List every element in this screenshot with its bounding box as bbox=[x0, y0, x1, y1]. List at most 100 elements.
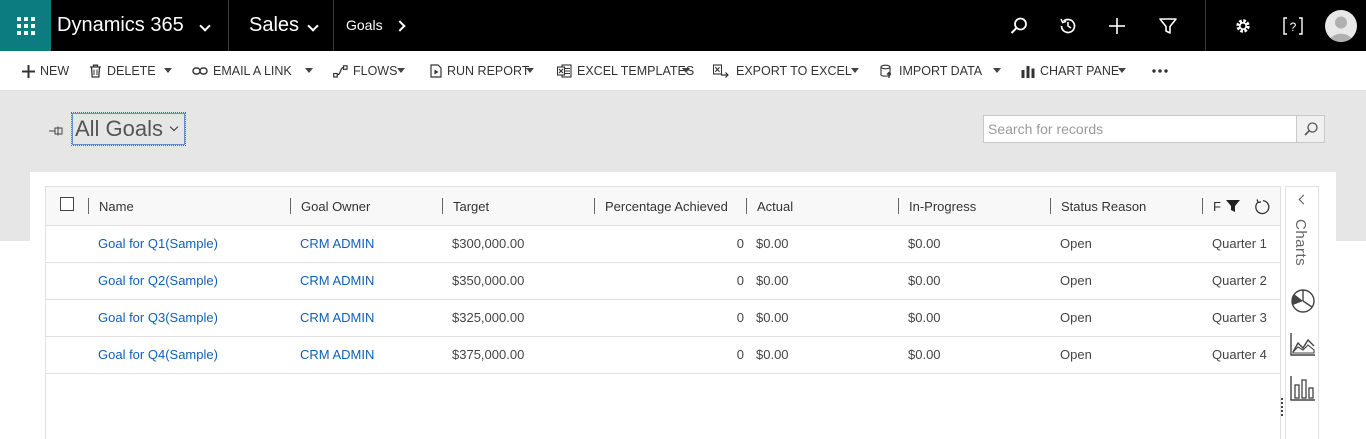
goal-owner-link[interactable]: CRM ADMIN bbox=[300, 273, 375, 288]
settings-gear-icon[interactable] bbox=[1230, 13, 1256, 39]
table-row[interactable]: Goal for Q2(Sample) CRM ADMIN $350,000.0… bbox=[46, 263, 1280, 300]
search-records-button[interactable] bbox=[1296, 115, 1325, 143]
trash-icon bbox=[90, 64, 101, 78]
status-reason-value: Open bbox=[1060, 310, 1092, 325]
goal-owner-link[interactable]: CRM ADMIN bbox=[300, 236, 375, 251]
column-header-status-reason[interactable]: Status Reason bbox=[1061, 199, 1147, 214]
column-divider bbox=[442, 198, 443, 214]
view-title: All Goals bbox=[75, 116, 164, 141]
table-row[interactable]: Goal for Q1(Sample) CRM ADMIN $300,000.0… bbox=[46, 226, 1280, 263]
percentage-achieved-value: 0 bbox=[736, 310, 744, 325]
actual-value: $0.00 bbox=[756, 310, 789, 325]
breadcrumb-chevron-right-icon[interactable] bbox=[394, 20, 406, 32]
column-divider bbox=[746, 198, 747, 214]
goal-name-link[interactable]: Goal for Q2(Sample) bbox=[98, 273, 218, 288]
column-divider bbox=[594, 198, 595, 214]
grid-filter-icon[interactable] bbox=[1225, 199, 1241, 213]
goal-owner-link[interactable]: CRM ADMIN bbox=[300, 310, 375, 325]
pie-chart-icon[interactable] bbox=[1290, 288, 1316, 314]
flows-button[interactable]: FLOWS bbox=[333, 51, 397, 91]
new-button-label: NEW bbox=[40, 64, 70, 78]
area-chart-icon[interactable] bbox=[1290, 332, 1316, 356]
column-header-target[interactable]: Target bbox=[453, 199, 490, 214]
app-launcher-button[interactable] bbox=[0, 0, 51, 51]
delete-button-label: DELETE bbox=[107, 64, 156, 78]
fiscal-period-value: Quarter 3 bbox=[1212, 310, 1267, 325]
view-selector[interactable]: All Goals bbox=[71, 112, 186, 146]
target-value: $300,000.00 bbox=[452, 236, 525, 251]
delete-button[interactable]: DELETE bbox=[89, 51, 156, 91]
excel-templates-dropdown-chevron-icon[interactable] bbox=[682, 68, 690, 73]
export-excel-button[interactable]: EXPORT TO EXCEL bbox=[713, 51, 852, 91]
more-commands-button[interactable] bbox=[1152, 51, 1173, 91]
target-value: $325,000.00 bbox=[452, 310, 525, 325]
goal-name-link[interactable]: Goal for Q3(Sample) bbox=[98, 310, 218, 325]
expand-charts-chevron-icon[interactable] bbox=[1298, 194, 1309, 205]
actual-value: $0.00 bbox=[756, 347, 789, 362]
import-icon bbox=[880, 64, 892, 78]
excel-templates-button[interactable]: EXCEL TEMPLATES bbox=[557, 51, 694, 91]
plus-icon bbox=[22, 64, 35, 78]
export-excel-dropdown-chevron-icon[interactable] bbox=[851, 68, 859, 73]
target-value: $350,000.00 bbox=[452, 273, 525, 288]
quick-create-plus-icon[interactable] bbox=[1104, 13, 1130, 39]
new-button[interactable]: NEW bbox=[22, 51, 69, 91]
top-nav-bar: Dynamics 365 Sales Goals ? bbox=[0, 0, 1366, 51]
nav-divider bbox=[333, 0, 334, 51]
goal-name-link[interactable]: Goal for Q4(Sample) bbox=[98, 347, 218, 362]
user-avatar[interactable] bbox=[1325, 10, 1357, 42]
column-header-percentage-achieved[interactable]: Percentage Achieved bbox=[605, 199, 728, 214]
actual-value: $0.00 bbox=[756, 236, 789, 251]
column-divider bbox=[1202, 198, 1203, 214]
column-header-name[interactable]: Name bbox=[99, 199, 134, 214]
flows-dropdown-chevron-icon[interactable] bbox=[397, 68, 405, 73]
search-icon[interactable] bbox=[1006, 13, 1032, 39]
delete-dropdown-chevron-icon[interactable] bbox=[164, 68, 172, 73]
app-switcher-chevron-icon[interactable] bbox=[199, 20, 211, 32]
table-row[interactable]: Goal for Q3(Sample) CRM ADMIN $325,000.0… bbox=[46, 300, 1280, 337]
import-data-dropdown-chevron-icon[interactable] bbox=[993, 68, 1001, 73]
column-header-actual[interactable]: Actual bbox=[757, 199, 794, 214]
table-row[interactable]: Goal for Q4(Sample) CRM ADMIN $375,000.0… bbox=[46, 337, 1280, 374]
column-divider bbox=[290, 198, 291, 214]
charts-pane-label[interactable]: Charts bbox=[1292, 219, 1309, 267]
import-data-button[interactable]: IMPORT DATA bbox=[880, 51, 982, 91]
column-chart-icon[interactable] bbox=[1290, 375, 1316, 401]
goal-owner-link[interactable]: CRM ADMIN bbox=[300, 347, 375, 362]
app-name[interactable]: Dynamics 365 bbox=[57, 14, 184, 36]
fiscal-period-value: Quarter 4 bbox=[1212, 347, 1267, 362]
charts-pane: Charts bbox=[1285, 186, 1319, 439]
email-link-dropdown-chevron-icon[interactable] bbox=[305, 68, 313, 73]
nav-divider bbox=[1205, 0, 1206, 51]
breadcrumb-goals[interactable]: Goals bbox=[346, 17, 383, 33]
area-name[interactable]: Sales bbox=[249, 14, 300, 36]
grid-header: Name Goal Owner Target Percentage Achiev… bbox=[46, 187, 1280, 226]
ellipsis-icon bbox=[1152, 69, 1168, 73]
run-report-dropdown-chevron-icon[interactable] bbox=[526, 68, 534, 73]
help-icon[interactable]: ? bbox=[1280, 13, 1306, 39]
export-excel-label: EXPORT TO EXCEL bbox=[736, 64, 852, 78]
column-header-fiscal-period[interactable]: F bbox=[1213, 199, 1221, 214]
recent-history-icon[interactable] bbox=[1055, 13, 1081, 39]
nav-divider bbox=[228, 0, 229, 51]
select-all-checkbox[interactable] bbox=[60, 197, 74, 211]
column-divider bbox=[898, 198, 899, 214]
goal-name-link[interactable]: Goal for Q1(Sample) bbox=[98, 236, 218, 251]
column-divider bbox=[88, 198, 89, 214]
chart-pane-button[interactable]: CHART PANE bbox=[1021, 51, 1119, 91]
search-records-input[interactable] bbox=[983, 115, 1297, 143]
run-report-button[interactable]: RUN REPORT bbox=[430, 51, 529, 91]
link-icon bbox=[192, 67, 208, 75]
refresh-icon[interactable] bbox=[1253, 198, 1271, 216]
in-progress-value: $0.00 bbox=[908, 347, 941, 362]
excel-templates-label: EXCEL TEMPLATES bbox=[577, 64, 695, 78]
chart-pane-dropdown-chevron-icon[interactable] bbox=[1118, 68, 1126, 73]
pane-resize-handle[interactable] bbox=[1281, 398, 1283, 416]
area-switcher-chevron-icon[interactable] bbox=[307, 20, 319, 32]
email-link-label: EMAIL A LINK bbox=[213, 64, 292, 78]
column-header-goal-owner[interactable]: Goal Owner bbox=[301, 199, 371, 214]
column-header-in-progress[interactable]: In-Progress bbox=[909, 199, 977, 214]
advanced-find-filter-icon[interactable] bbox=[1155, 13, 1181, 39]
email-link-button[interactable]: EMAIL A LINK bbox=[192, 51, 292, 91]
pin-view-icon[interactable] bbox=[49, 124, 65, 138]
